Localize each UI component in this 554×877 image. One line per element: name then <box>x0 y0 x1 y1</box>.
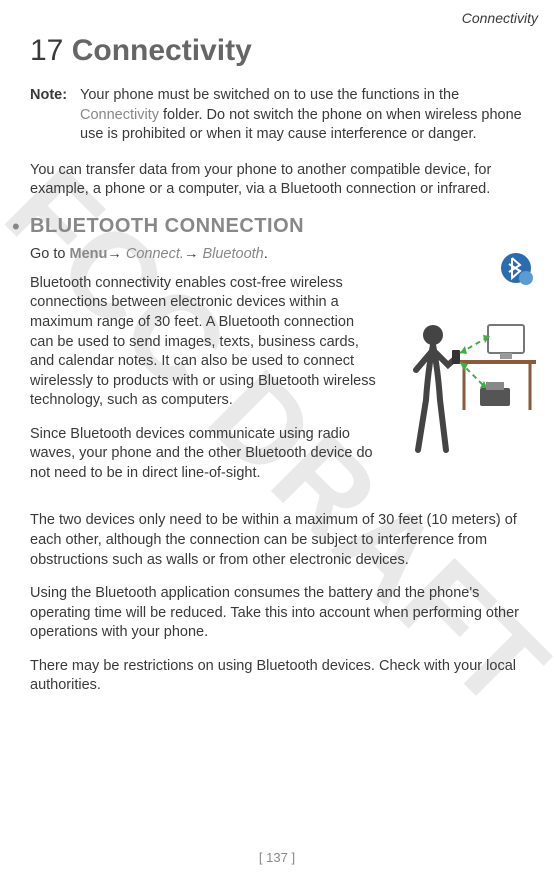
bt-paragraph-4: Using the Bluetooth application consumes… <box>30 584 538 643</box>
section-title: BLUETOOTH CONNECTION <box>30 215 304 238</box>
bt-paragraph-3: The two devices only need to be within a… <box>30 511 538 570</box>
chapter-name: Connectivity <box>72 34 252 67</box>
nav-dot: . <box>264 246 268 262</box>
note-text-1: Your phone must be switched on to use th… <box>80 87 459 103</box>
page-content: Connectivity 17 Connectivity Note: Your … <box>0 0 554 696</box>
section-header: • BLUETOOTH CONNECTION <box>30 214 538 240</box>
nav-arrow-1: → <box>107 246 126 262</box>
bluetooth-text-column: Go to Menu→ Connect.→ Bluetooth. Bluetoo… <box>30 246 376 498</box>
note-link: Connectivity <box>80 107 159 123</box>
bluetooth-two-column: Go to Menu→ Connect.→ Bluetooth. Bluetoo… <box>30 246 538 498</box>
note-block: Note: Your phone must be switched on to … <box>30 86 538 145</box>
note-body: Your phone must be switched on to use th… <box>80 86 538 145</box>
navigation-path: Go to Menu→ Connect.→ Bluetooth. <box>30 246 376 262</box>
nav-pre: Go to <box>30 246 70 262</box>
running-head: Connectivity <box>30 10 538 26</box>
nav-bluetooth: Bluetooth <box>202 246 263 262</box>
nav-menu: Menu <box>70 246 108 262</box>
chapter-number: 17 <box>30 34 63 67</box>
bluetooth-diagram-icon <box>388 250 538 490</box>
note-label: Note: <box>30 86 80 145</box>
bt-paragraph-2: Since Bluetooth devices communicate usin… <box>30 425 376 484</box>
nav-connect: Connect. <box>126 246 184 262</box>
intro-paragraph: You can transfer data from your phone to… <box>30 161 538 200</box>
bt-paragraph-1: Bluetooth connectivity enables cost-free… <box>30 274 376 411</box>
bt-paragraph-5: There may be restrictions on using Bluet… <box>30 657 538 696</box>
page-number: [ 137 ] <box>0 850 554 865</box>
section-bullet: • <box>12 214 30 240</box>
nav-arrow-2: → <box>184 246 203 262</box>
chapter-title: 17 Connectivity <box>30 34 538 68</box>
bluetooth-illustration <box>388 246 538 498</box>
